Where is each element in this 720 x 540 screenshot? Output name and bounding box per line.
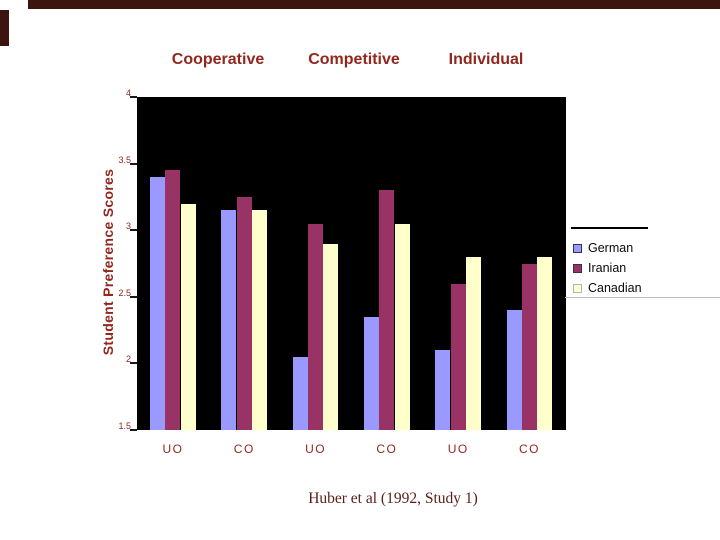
legend-swatch-german [573,243,582,253]
x-tick-label: CO [233,442,255,456]
legend-entries: German Iranian Canadian [573,238,642,298]
y-tick-label: 3 [125,221,131,232]
accent-bar-left [0,10,9,46]
bar-german-3 [292,356,308,430]
y-tick-mark [130,362,137,365]
legend: German Iranian Canadian [565,225,720,300]
y-tick-mark [130,229,137,232]
caption: Huber et al (1992, Study 1) [308,490,478,507]
group-header-individual: Individual [448,51,524,68]
bar-iranian-4 [379,190,395,430]
y-axis-title: Student Preference Scores [100,168,116,356]
x-tick-label: CO [519,442,540,456]
y-tick-label: 4 [125,88,131,98]
bar-german-1 [150,176,165,430]
y-tick-mark [130,295,137,298]
legend-top-rule [571,227,648,229]
accent-bar-top [28,0,720,9]
bar-iranian-1 [165,170,181,430]
legend-swatch-canadian [573,283,582,293]
y-tick-mark [130,96,137,98]
y-tick-label: 2.5 [118,287,131,298]
y-tick-label: 1.5 [118,421,131,431]
x-tick-label: CO [376,442,398,456]
bar-canadian-6 [537,256,553,430]
legend-label: German [588,241,634,255]
x-tick-label: UO [162,442,184,456]
y-tick-mark [130,429,137,431]
group-header-cooperative: Cooperative [171,51,265,68]
bar-german-5 [435,350,451,430]
bar-canadian-3 [323,243,339,430]
bar-iranian-3 [307,223,323,430]
legend-item-german: German [573,238,642,258]
legend-swatch-iranian [573,263,582,273]
x-tick-label: UO [305,442,327,456]
legend-item-canadian: Canadian [573,278,642,298]
legend-bottom-rule [565,297,720,298]
y-tick-label: 3.5 [118,154,131,165]
bar-german-2 [221,210,237,430]
legend-label: Canadian [588,281,642,295]
legend-label: Iranian [588,261,627,275]
plot-area [137,97,566,430]
group-header-competitive: Competitive [308,51,400,68]
bar-iranian-5 [450,283,466,430]
bar-german-6 [506,310,522,430]
bar-canadian-1 [180,203,196,430]
bar-iranian-2 [236,196,252,430]
bar-canadian-5 [465,256,481,430]
x-tick-label: UO [447,442,469,456]
bar-iranian-6 [521,263,537,430]
y-tick-label: 2 [125,354,131,365]
legend-item-iranian: Iranian [573,258,642,278]
bar-german-4 [363,316,379,430]
bar-canadian-2 [251,210,267,430]
bar-canadian-4 [394,223,410,430]
y-tick-mark [130,162,137,165]
